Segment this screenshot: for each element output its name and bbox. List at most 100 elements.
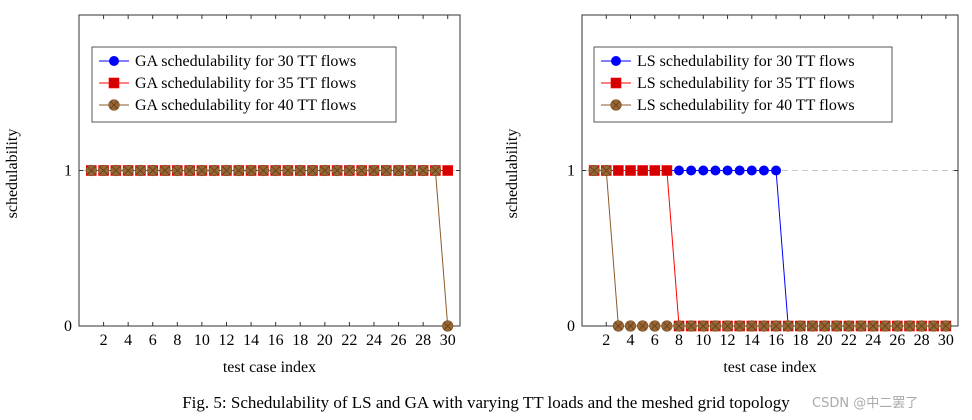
data-point-shape	[625, 165, 636, 176]
y-tick-label: 0	[567, 318, 575, 335]
data-point	[294, 164, 306, 177]
data-point-cross	[247, 166, 255, 175]
data-point-cross	[308, 166, 317, 175]
x-tick-label: 8	[675, 332, 683, 349]
series-line	[594, 170, 946, 327]
series-line	[594, 170, 946, 327]
data-point	[746, 165, 757, 176]
data-point	[782, 320, 794, 332]
data-point-shape	[758, 165, 769, 176]
data-point-cross	[760, 322, 768, 330]
data-point-cross	[173, 166, 182, 175]
data-point-cross	[748, 322, 756, 330]
data-point	[637, 165, 648, 176]
legend-marker-cross	[612, 101, 620, 109]
data-point	[794, 320, 806, 332]
data-point-cross	[321, 166, 329, 175]
x-tick-label: 28	[415, 332, 431, 349]
x-tick-label: 8	[173, 332, 181, 349]
legend-marker-cross	[110, 101, 118, 109]
x-tick-label: 28	[914, 332, 930, 349]
series-3	[588, 164, 952, 332]
legend-marker	[108, 99, 120, 111]
data-point-cross	[905, 322, 914, 330]
data-point	[661, 320, 673, 332]
x-tick-label: 6	[149, 332, 157, 349]
legend-marker	[108, 77, 120, 89]
data-point-cross	[845, 322, 853, 330]
x-tick-label: 16	[768, 332, 784, 349]
x-tick-label: 18	[292, 332, 308, 349]
data-point-cross	[333, 166, 341, 175]
data-point-cross	[382, 166, 391, 175]
data-point	[771, 165, 782, 176]
data-point-cross	[443, 322, 452, 330]
data-point-cross	[735, 322, 744, 330]
x-tick-label: 30	[440, 332, 456, 349]
data-point-cross	[87, 166, 96, 175]
data-point-cross	[942, 322, 950, 330]
data-point-cross	[857, 322, 865, 330]
data-point-shape	[771, 165, 782, 176]
data-point-cross	[222, 166, 231, 175]
data-point	[734, 165, 745, 176]
x-tick-label: 18	[792, 332, 808, 349]
data-point-cross	[271, 166, 280, 175]
data-point-shape	[698, 165, 709, 176]
x-tick-label: 14	[744, 332, 760, 349]
data-point-cross	[357, 166, 366, 175]
figure-caption: Fig. 5: Schedulability of LS and GA with…	[182, 393, 790, 412]
x-axis-label: test case index	[223, 359, 316, 376]
data-point	[97, 164, 110, 177]
legend-label: GA schedulability for 40 TT flows	[135, 97, 356, 114]
x-tick-label: 4	[627, 332, 635, 349]
data-point	[758, 165, 769, 176]
legend-entry: LS schedulability for 40 TT flows	[601, 97, 855, 114]
data-point-cross	[772, 322, 780, 330]
data-point-shape	[674, 165, 685, 176]
y-tick-label: 1	[567, 163, 575, 180]
data-point	[282, 164, 294, 177]
x-tick-label: 24	[366, 332, 382, 349]
data-point	[710, 165, 721, 176]
data-point-shape	[613, 165, 624, 176]
data-point	[806, 320, 819, 332]
data-point	[903, 320, 916, 332]
data-point	[85, 164, 97, 177]
legend-marker-shape	[109, 56, 119, 66]
data-point-cross	[626, 322, 635, 330]
data-point-cross	[419, 166, 427, 175]
data-point	[588, 164, 600, 177]
data-point	[686, 165, 697, 176]
data-point	[331, 164, 343, 177]
x-tick-label: 24	[865, 332, 881, 349]
data-point-shape	[746, 165, 757, 176]
data-point	[698, 165, 709, 176]
data-point-cross	[650, 322, 659, 330]
legend-entry: GA schedulability for 40 TT flows	[99, 97, 356, 114]
data-point	[709, 320, 722, 332]
data-point-cross	[917, 322, 926, 330]
y-tick-label: 0	[64, 318, 72, 335]
data-point	[940, 320, 952, 332]
x-tick-label: 2	[602, 332, 610, 349]
series-line	[594, 170, 946, 327]
data-point	[637, 320, 649, 332]
data-point-cross	[638, 322, 647, 330]
y-axis-label: schedulability	[504, 129, 521, 219]
data-point	[613, 165, 624, 176]
data-point-cross	[394, 166, 403, 175]
data-point	[818, 320, 831, 332]
x-tick-label: 26	[889, 332, 905, 349]
legend-entry: LS schedulability for 35 TT flows	[601, 75, 855, 92]
data-point-cross	[198, 166, 206, 175]
data-point-cross	[345, 166, 354, 175]
data-point	[916, 320, 928, 332]
data-point	[721, 320, 734, 332]
data-point	[270, 164, 282, 177]
data-point-shape	[661, 165, 673, 176]
data-point	[368, 164, 380, 177]
x-axis-label: test case index	[723, 359, 816, 376]
data-point	[867, 320, 879, 332]
